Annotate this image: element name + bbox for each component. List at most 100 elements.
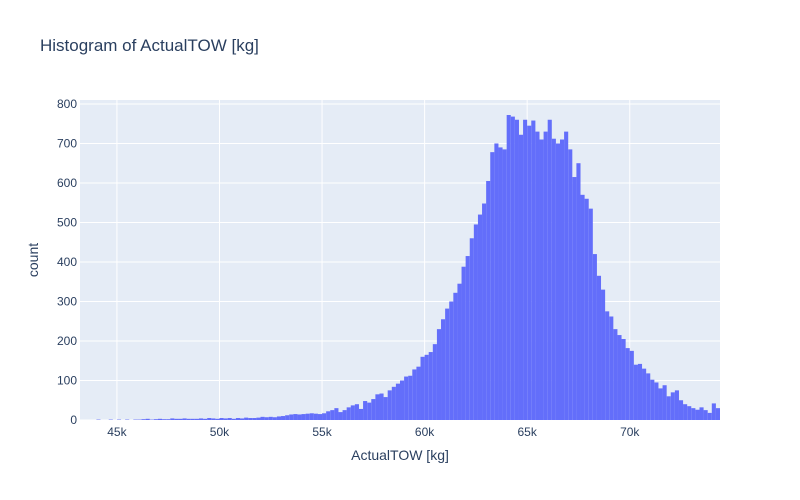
histogram-bar (252, 418, 257, 420)
histogram-bar (350, 405, 355, 420)
histogram-bar (215, 418, 220, 420)
histogram-bar (473, 224, 478, 420)
histogram-bar (260, 416, 265, 420)
y-tick-label: 600 (57, 176, 77, 190)
histogram-bar (506, 115, 511, 421)
histogram-bar (535, 131, 540, 421)
histogram-bars (96, 115, 720, 421)
histogram-bar (182, 418, 187, 420)
histogram-bar (379, 393, 384, 420)
histogram-bar (637, 363, 643, 420)
y-axis-ticks: 0 100 200 300 400 500 600 700 800 (57, 97, 77, 427)
histogram-bar (404, 376, 409, 420)
histogram-bar (428, 352, 433, 420)
histogram-bar (646, 373, 651, 420)
histogram-bar (141, 419, 146, 420)
histogram-bar (276, 416, 282, 420)
histogram-bar (264, 417, 269, 420)
histogram-bar (691, 408, 696, 420)
histogram-bar (498, 147, 503, 420)
histogram-bar (391, 386, 396, 420)
histogram-bar (240, 418, 245, 420)
histogram-bar (666, 396, 671, 420)
histogram-bar (596, 275, 602, 420)
histogram-bar (445, 308, 450, 420)
histogram-bar (436, 329, 442, 420)
histogram-bar (523, 119, 528, 421)
histogram-bar (412, 369, 417, 420)
histogram-bar (330, 410, 335, 420)
histogram-bar (711, 403, 716, 420)
histogram-bar (654, 382, 659, 420)
histogram-bar (584, 198, 589, 420)
histogram-bar (203, 418, 208, 420)
histogram-bar (322, 413, 327, 420)
histogram-bar (568, 149, 573, 420)
histogram-bar (305, 413, 310, 420)
histogram-bar (367, 402, 372, 420)
histogram-bar (699, 407, 704, 420)
histogram-bar (580, 194, 585, 420)
histogram-bar (358, 408, 364, 420)
histogram-bar (289, 414, 294, 420)
histogram-bar (223, 418, 228, 420)
y-tick-label: 800 (57, 97, 77, 111)
histogram-bar (190, 418, 195, 420)
histogram-bar (211, 418, 216, 420)
histogram-bar (609, 316, 614, 420)
histogram-bar (502, 149, 507, 420)
histogram-bar (564, 131, 569, 421)
histogram-bar (482, 203, 487, 420)
histogram-bar (166, 419, 171, 420)
histogram-bar (387, 390, 392, 420)
histogram-bar (338, 412, 343, 420)
histogram-bar (334, 408, 339, 420)
histogram-bar (477, 214, 483, 420)
histogram-bar (494, 143, 499, 420)
histogram-bar (531, 120, 536, 420)
histogram-bar (707, 412, 712, 420)
histogram-bar (543, 131, 548, 421)
histogram-bar (256, 417, 261, 420)
histogram-bar (354, 404, 359, 420)
histogram-bar (457, 283, 462, 420)
histogram-bar (153, 419, 158, 420)
histogram-bar (551, 138, 556, 420)
histogram-bar (383, 397, 388, 420)
histogram-bar (601, 289, 606, 420)
histogram-bar (194, 418, 199, 420)
x-tick-label: 45k (107, 425, 127, 439)
histogram-bar (592, 254, 597, 420)
histogram-bar (281, 416, 286, 420)
histogram-bar (486, 180, 491, 420)
histogram-bar (363, 401, 368, 420)
histogram-bar (605, 311, 610, 420)
histogram-bar (555, 143, 560, 420)
histogram-bar (683, 404, 688, 420)
y-tick-label: 400 (57, 255, 77, 269)
x-tick-label: 65k (517, 425, 537, 439)
histogram-bar (227, 418, 232, 420)
histogram-bar (157, 418, 163, 420)
histogram-bar (371, 399, 376, 420)
histogram-bar (629, 350, 634, 420)
histogram-bar (268, 416, 273, 420)
histogram-bar (309, 413, 314, 420)
histogram-bar (687, 406, 692, 420)
histogram-bar (174, 418, 179, 420)
histogram-bar (514, 119, 519, 421)
histogram-bar (244, 417, 249, 420)
y-tick-label: 200 (57, 334, 77, 348)
histogram-bar (186, 418, 191, 420)
histogram-bar (715, 408, 720, 420)
histogram-bar (527, 125, 532, 420)
histogram-bar (145, 418, 150, 420)
x-tick-label: 70k (620, 425, 640, 439)
histogram-bar (576, 163, 581, 420)
histogram-bar (235, 418, 240, 420)
histogram-bar (650, 379, 655, 420)
histogram-bar (642, 368, 647, 420)
histogram-bar (285, 415, 290, 420)
histogram-bar (317, 414, 323, 420)
histogram-bar (572, 177, 577, 420)
